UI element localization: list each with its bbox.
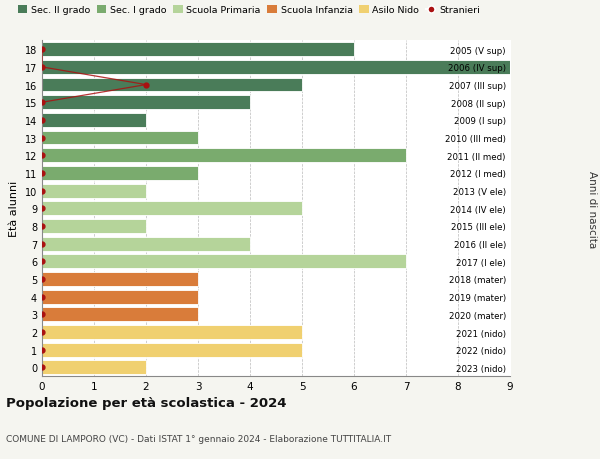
Bar: [42, 185, 146, 198]
Bar: [42, 61, 510, 75]
Bar: [42, 255, 406, 269]
Bar: [42, 149, 406, 163]
Bar: [42, 361, 146, 375]
Bar: [42, 114, 146, 128]
Bar: [42, 308, 198, 322]
Bar: [42, 273, 198, 286]
Y-axis label: Età alunni: Età alunni: [9, 181, 19, 237]
Bar: [42, 43, 354, 57]
Bar: [42, 343, 302, 357]
Bar: [42, 96, 250, 110]
Bar: [42, 325, 302, 339]
Bar: [42, 131, 198, 145]
Text: COMUNE DI LAMPORO (VC) - Dati ISTAT 1° gennaio 2024 - Elaborazione TUTTITALIA.IT: COMUNE DI LAMPORO (VC) - Dati ISTAT 1° g…: [6, 434, 391, 442]
Bar: [42, 167, 198, 180]
Text: Anni di nascita: Anni di nascita: [587, 170, 597, 247]
Bar: [42, 290, 198, 304]
Text: Popolazione per età scolastica - 2024: Popolazione per età scolastica - 2024: [6, 396, 287, 409]
Bar: [42, 78, 302, 92]
Bar: [42, 219, 146, 233]
Bar: [42, 237, 250, 251]
Bar: [42, 202, 302, 216]
Legend: Sec. II grado, Sec. I grado, Scuola Primaria, Scuola Infanzia, Asilo Nido, Stran: Sec. II grado, Sec. I grado, Scuola Prim…: [14, 2, 484, 19]
